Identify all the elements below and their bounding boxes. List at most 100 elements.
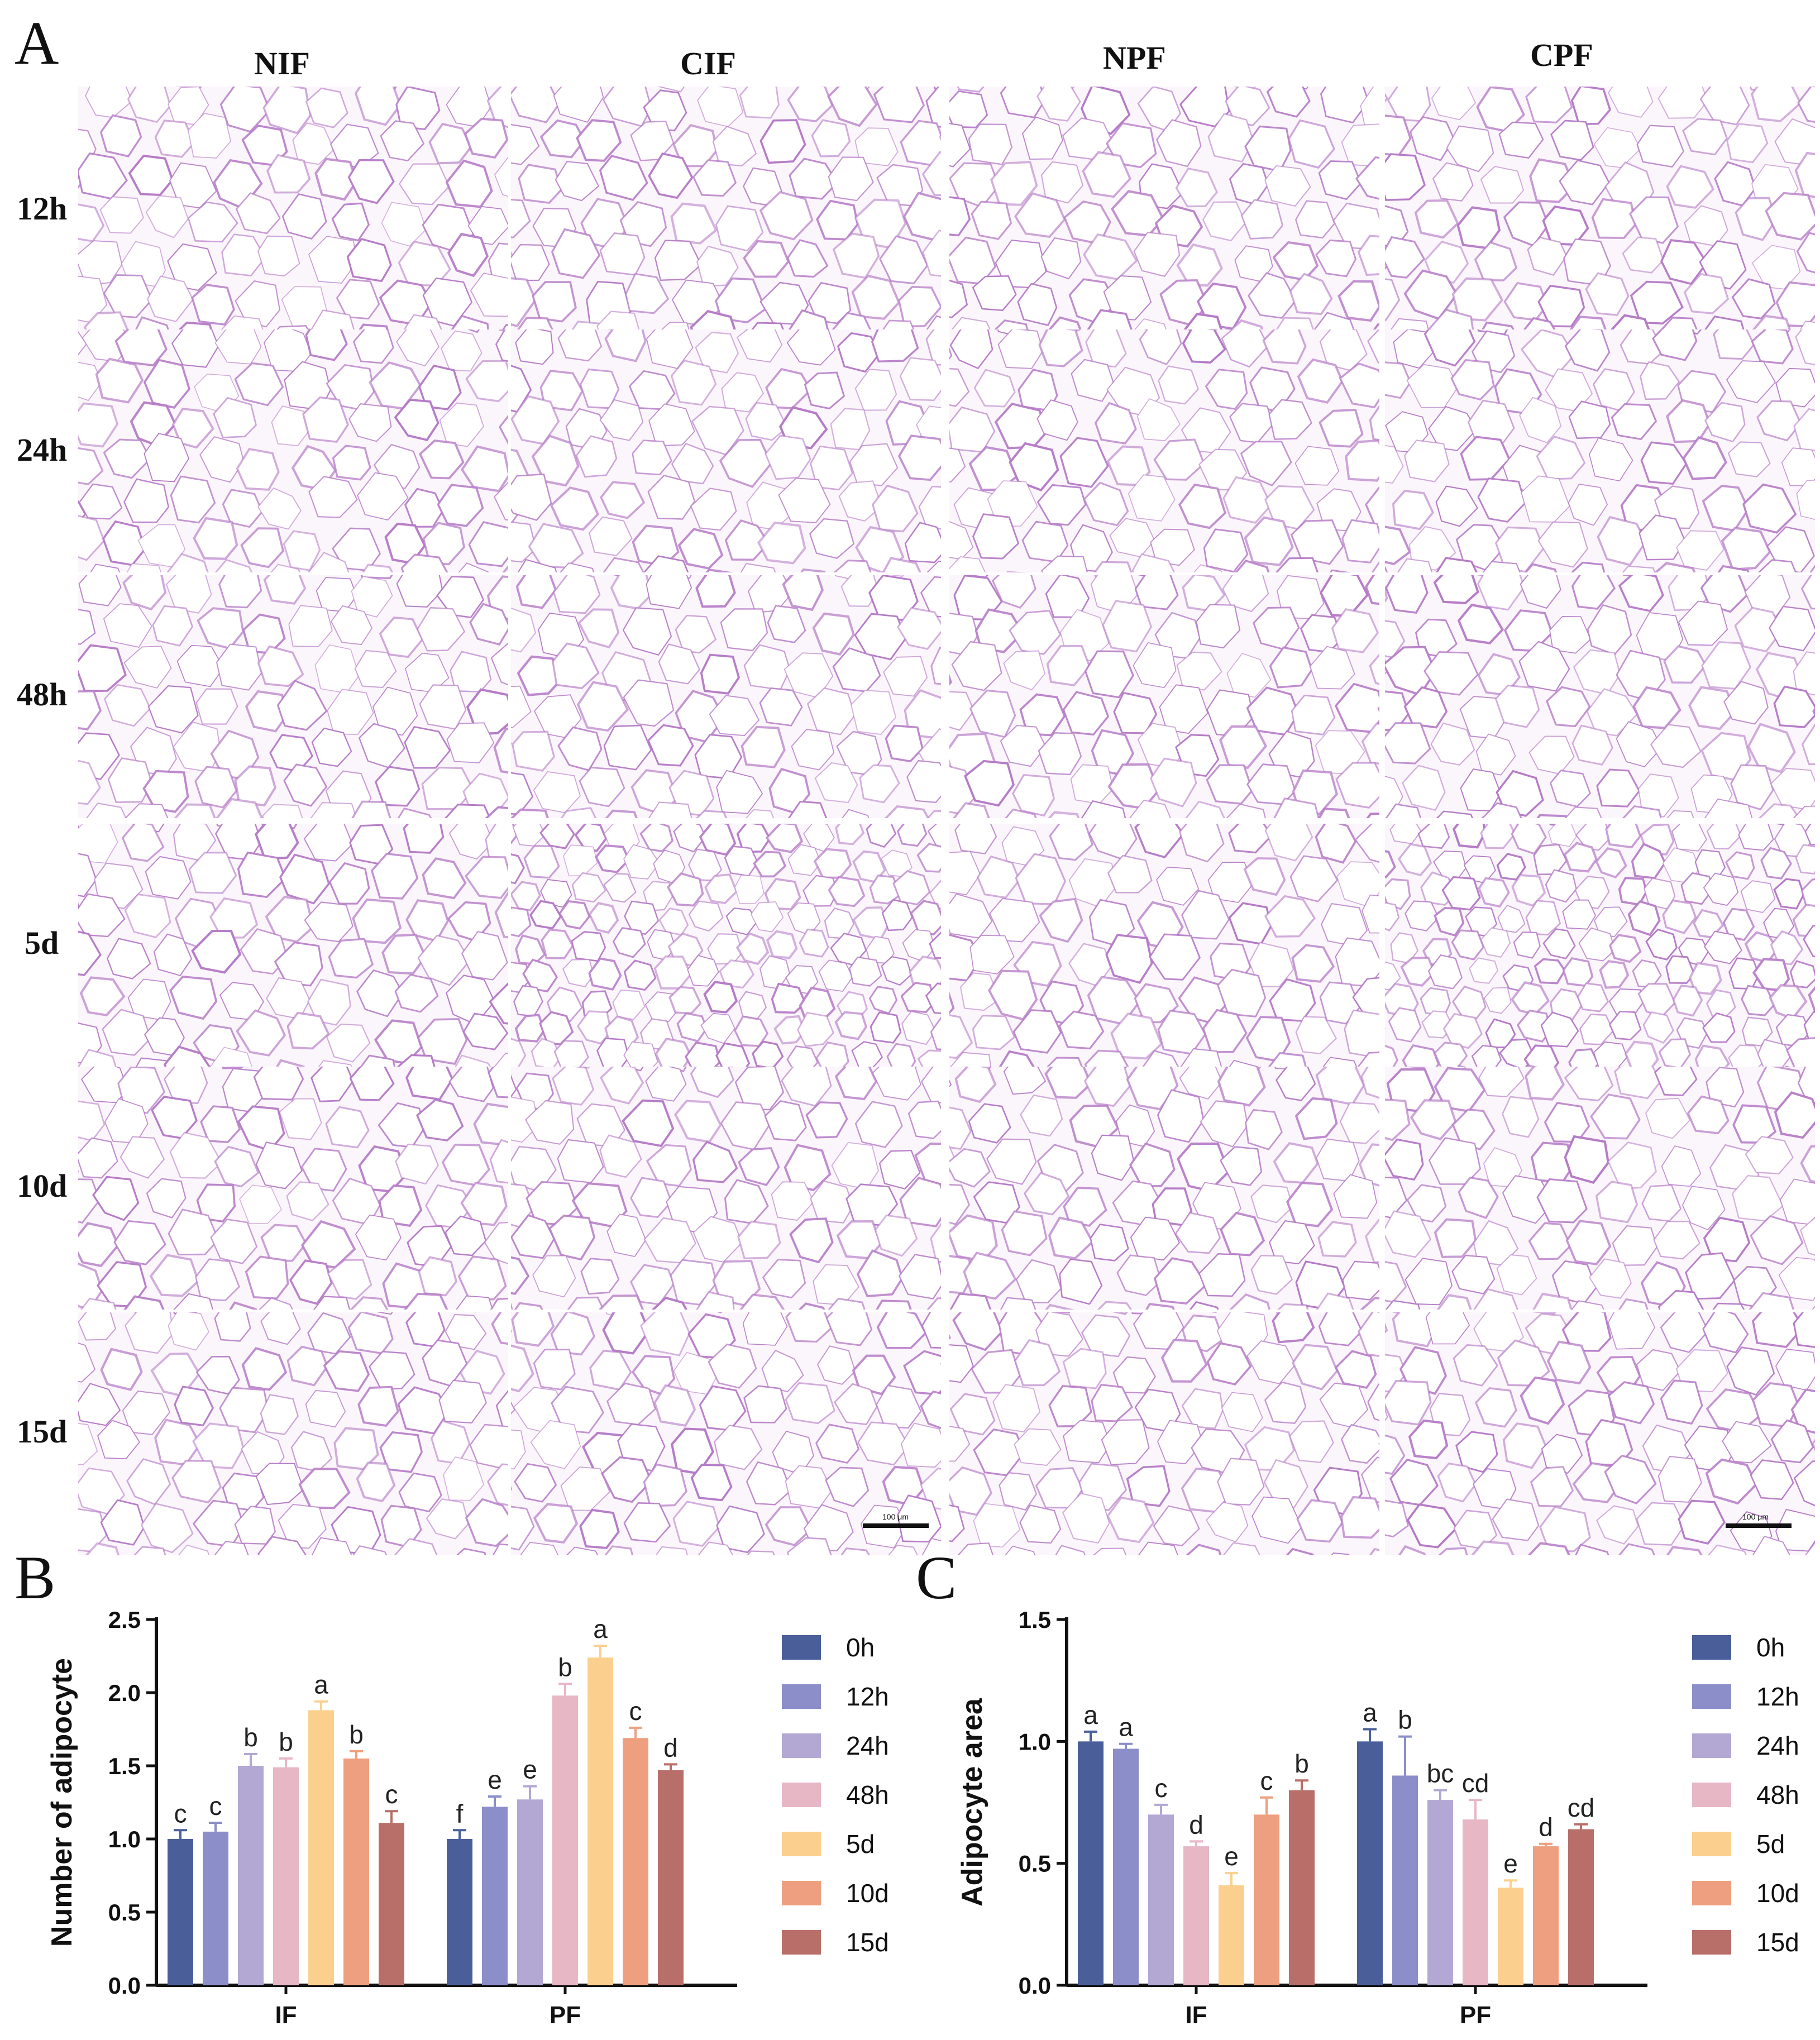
- legend-label-24h: 24h: [1756, 1731, 1799, 1760]
- bar-if-5d: [1219, 1885, 1244, 1985]
- y-tick-label: 1.5: [1019, 1607, 1051, 1633]
- bar-pf-12h: [482, 1807, 508, 1985]
- significance-letter: cd: [1462, 1769, 1489, 1798]
- legend-swatch-10d: [1692, 1881, 1731, 1905]
- legend-swatch-12h: [1692, 1684, 1731, 1709]
- bar-if-10d: [1254, 1814, 1279, 1985]
- significance-letter: bc: [1427, 1759, 1454, 1788]
- y-tick-label: 0.5: [1019, 1851, 1051, 1877]
- significance-letter: c: [174, 1799, 187, 1828]
- significance-letter: cd: [1568, 1793, 1595, 1822]
- row-header-48h: 48h: [17, 676, 68, 713]
- legend-label-10d: 10d: [846, 1879, 889, 1908]
- significance-letter: c: [209, 1791, 222, 1821]
- micrograph-cpf-24h: [1385, 329, 1815, 572]
- legend-label-5d: 5d: [846, 1829, 875, 1859]
- y-tick-label: 0.5: [108, 1899, 141, 1926]
- significance-letter: a: [593, 1614, 608, 1644]
- legend-label-24h: 24h: [846, 1731, 889, 1760]
- legend-swatch-0h: [1692, 1635, 1731, 1660]
- micrograph-nif-48h: [78, 575, 508, 818]
- row-header-24h: 24h: [17, 432, 68, 468]
- bar-if-10d: [343, 1758, 369, 1985]
- significance-letter: a: [1083, 1700, 1098, 1730]
- row-header-10d: 10d: [17, 1168, 68, 1204]
- legend-label-12h: 12h: [1756, 1682, 1799, 1711]
- legend-label-15d: 15d: [846, 1928, 889, 1957]
- legend-swatch-15d: [782, 1930, 821, 1955]
- column-header-cif: CIF: [680, 45, 736, 82]
- legend-swatch-5d: [782, 1832, 821, 1856]
- bar-if-15d: [379, 1823, 404, 1985]
- bar-if-0h: [168, 1839, 193, 1985]
- chart-number-of-adipocyte: 0.0 0.5 1.0 1.5 2.0 2.5 Number of adipocyte IF c…: [46, 1607, 889, 2029]
- panel-a-label: A: [15, 9, 59, 77]
- column-header-npf: NPF: [1103, 40, 1166, 76]
- legend-label-48h: 48h: [1756, 1780, 1799, 1809]
- bar-pf-0h: [447, 1839, 472, 1985]
- column-header-cpf: CPF: [1530, 37, 1593, 73]
- scale-bar-label-left: 100 μm: [882, 1512, 909, 1521]
- y-tick-label: 0.0: [1019, 1972, 1051, 1999]
- bar-pf-12h: [1392, 1775, 1418, 1985]
- y-tick-label: 1.0: [1019, 1728, 1051, 1755]
- micrograph-nif-24h: [78, 329, 508, 572]
- y-tick-label: 2.0: [108, 1680, 141, 1706]
- bar-pf-5d: [587, 1657, 613, 1985]
- legend-label-0h: 0h: [1756, 1633, 1785, 1662]
- micrograph-nif-10d: [78, 1067, 508, 1310]
- bar-if-5d: [308, 1710, 334, 1985]
- bar-if-24h: [1148, 1814, 1174, 1985]
- bar-pf-15d: [658, 1770, 684, 1985]
- panel-b-label: B: [15, 1544, 56, 1612]
- micrograph-cif-24h: [511, 329, 941, 572]
- bar-if-15d: [1289, 1790, 1315, 1985]
- legend-label-10d: 10d: [1756, 1879, 1799, 1908]
- micrograph-cpf-10d: [1385, 1067, 1815, 1310]
- significance-letter: a: [1119, 1713, 1133, 1742]
- significance-letter: f: [456, 1799, 464, 1828]
- bar-if-12h: [1113, 1748, 1139, 1985]
- legend-label-12h: 12h: [846, 1682, 889, 1711]
- x-tick-label-if: IF: [1185, 2001, 1207, 2029]
- micrograph-nif-15d: [78, 1312, 508, 1555]
- micrograph-npf-12h: [949, 87, 1379, 329]
- bar-pf-48h: [552, 1695, 578, 1985]
- significance-letter: c: [629, 1697, 642, 1726]
- y-axis-label: Number of adipocyte: [46, 1658, 78, 1947]
- legend-swatch-5d: [1692, 1832, 1731, 1856]
- scale-bar-label-right: 100 μm: [1742, 1512, 1769, 1521]
- significance-letter: d: [663, 1733, 678, 1762]
- micrograph-nif-12h: [78, 87, 508, 329]
- scale-bar-right: [1726, 1523, 1792, 1528]
- significance-letter: b: [243, 1723, 258, 1752]
- significance-letter: e: [1224, 1842, 1239, 1871]
- column-header-nif: NIF: [254, 45, 310, 82]
- bar-if-24h: [238, 1766, 264, 1985]
- significance-letter: e: [488, 1765, 502, 1794]
- bar-pf-5d: [1498, 1888, 1523, 1985]
- legend-swatch-10d: [782, 1881, 821, 1905]
- bar-pf-10d: [623, 1738, 648, 1985]
- panel-c-label: C: [916, 1544, 957, 1612]
- y-tick-label: 1.5: [108, 1753, 141, 1779]
- significance-letter: b: [349, 1720, 364, 1749]
- bar-pf-24h: [1427, 1800, 1453, 1985]
- significance-letter: e: [523, 1755, 537, 1784]
- micrograph-npf-48h: [949, 575, 1379, 818]
- legend-label-0h: 0h: [846, 1633, 875, 1662]
- y-tick-label: 2.5: [108, 1607, 141, 1633]
- bar-pf-0h: [1357, 1741, 1383, 1985]
- significance-letter: c: [1260, 1766, 1273, 1795]
- legend-swatch-24h: [782, 1733, 821, 1758]
- significance-letter: d: [1189, 1810, 1203, 1839]
- bar-if-48h: [1183, 1846, 1209, 1985]
- legend-swatch-12h: [782, 1684, 821, 1709]
- scale-bar-left: [863, 1523, 929, 1528]
- bar-pf-10d: [1533, 1846, 1559, 1985]
- bar-pf-48h: [1463, 1819, 1488, 1985]
- micrograph-npf-10d: [949, 1067, 1379, 1310]
- micrograph-npf-15d: [949, 1312, 1379, 1555]
- legend-label-15d: 15d: [1756, 1928, 1799, 1957]
